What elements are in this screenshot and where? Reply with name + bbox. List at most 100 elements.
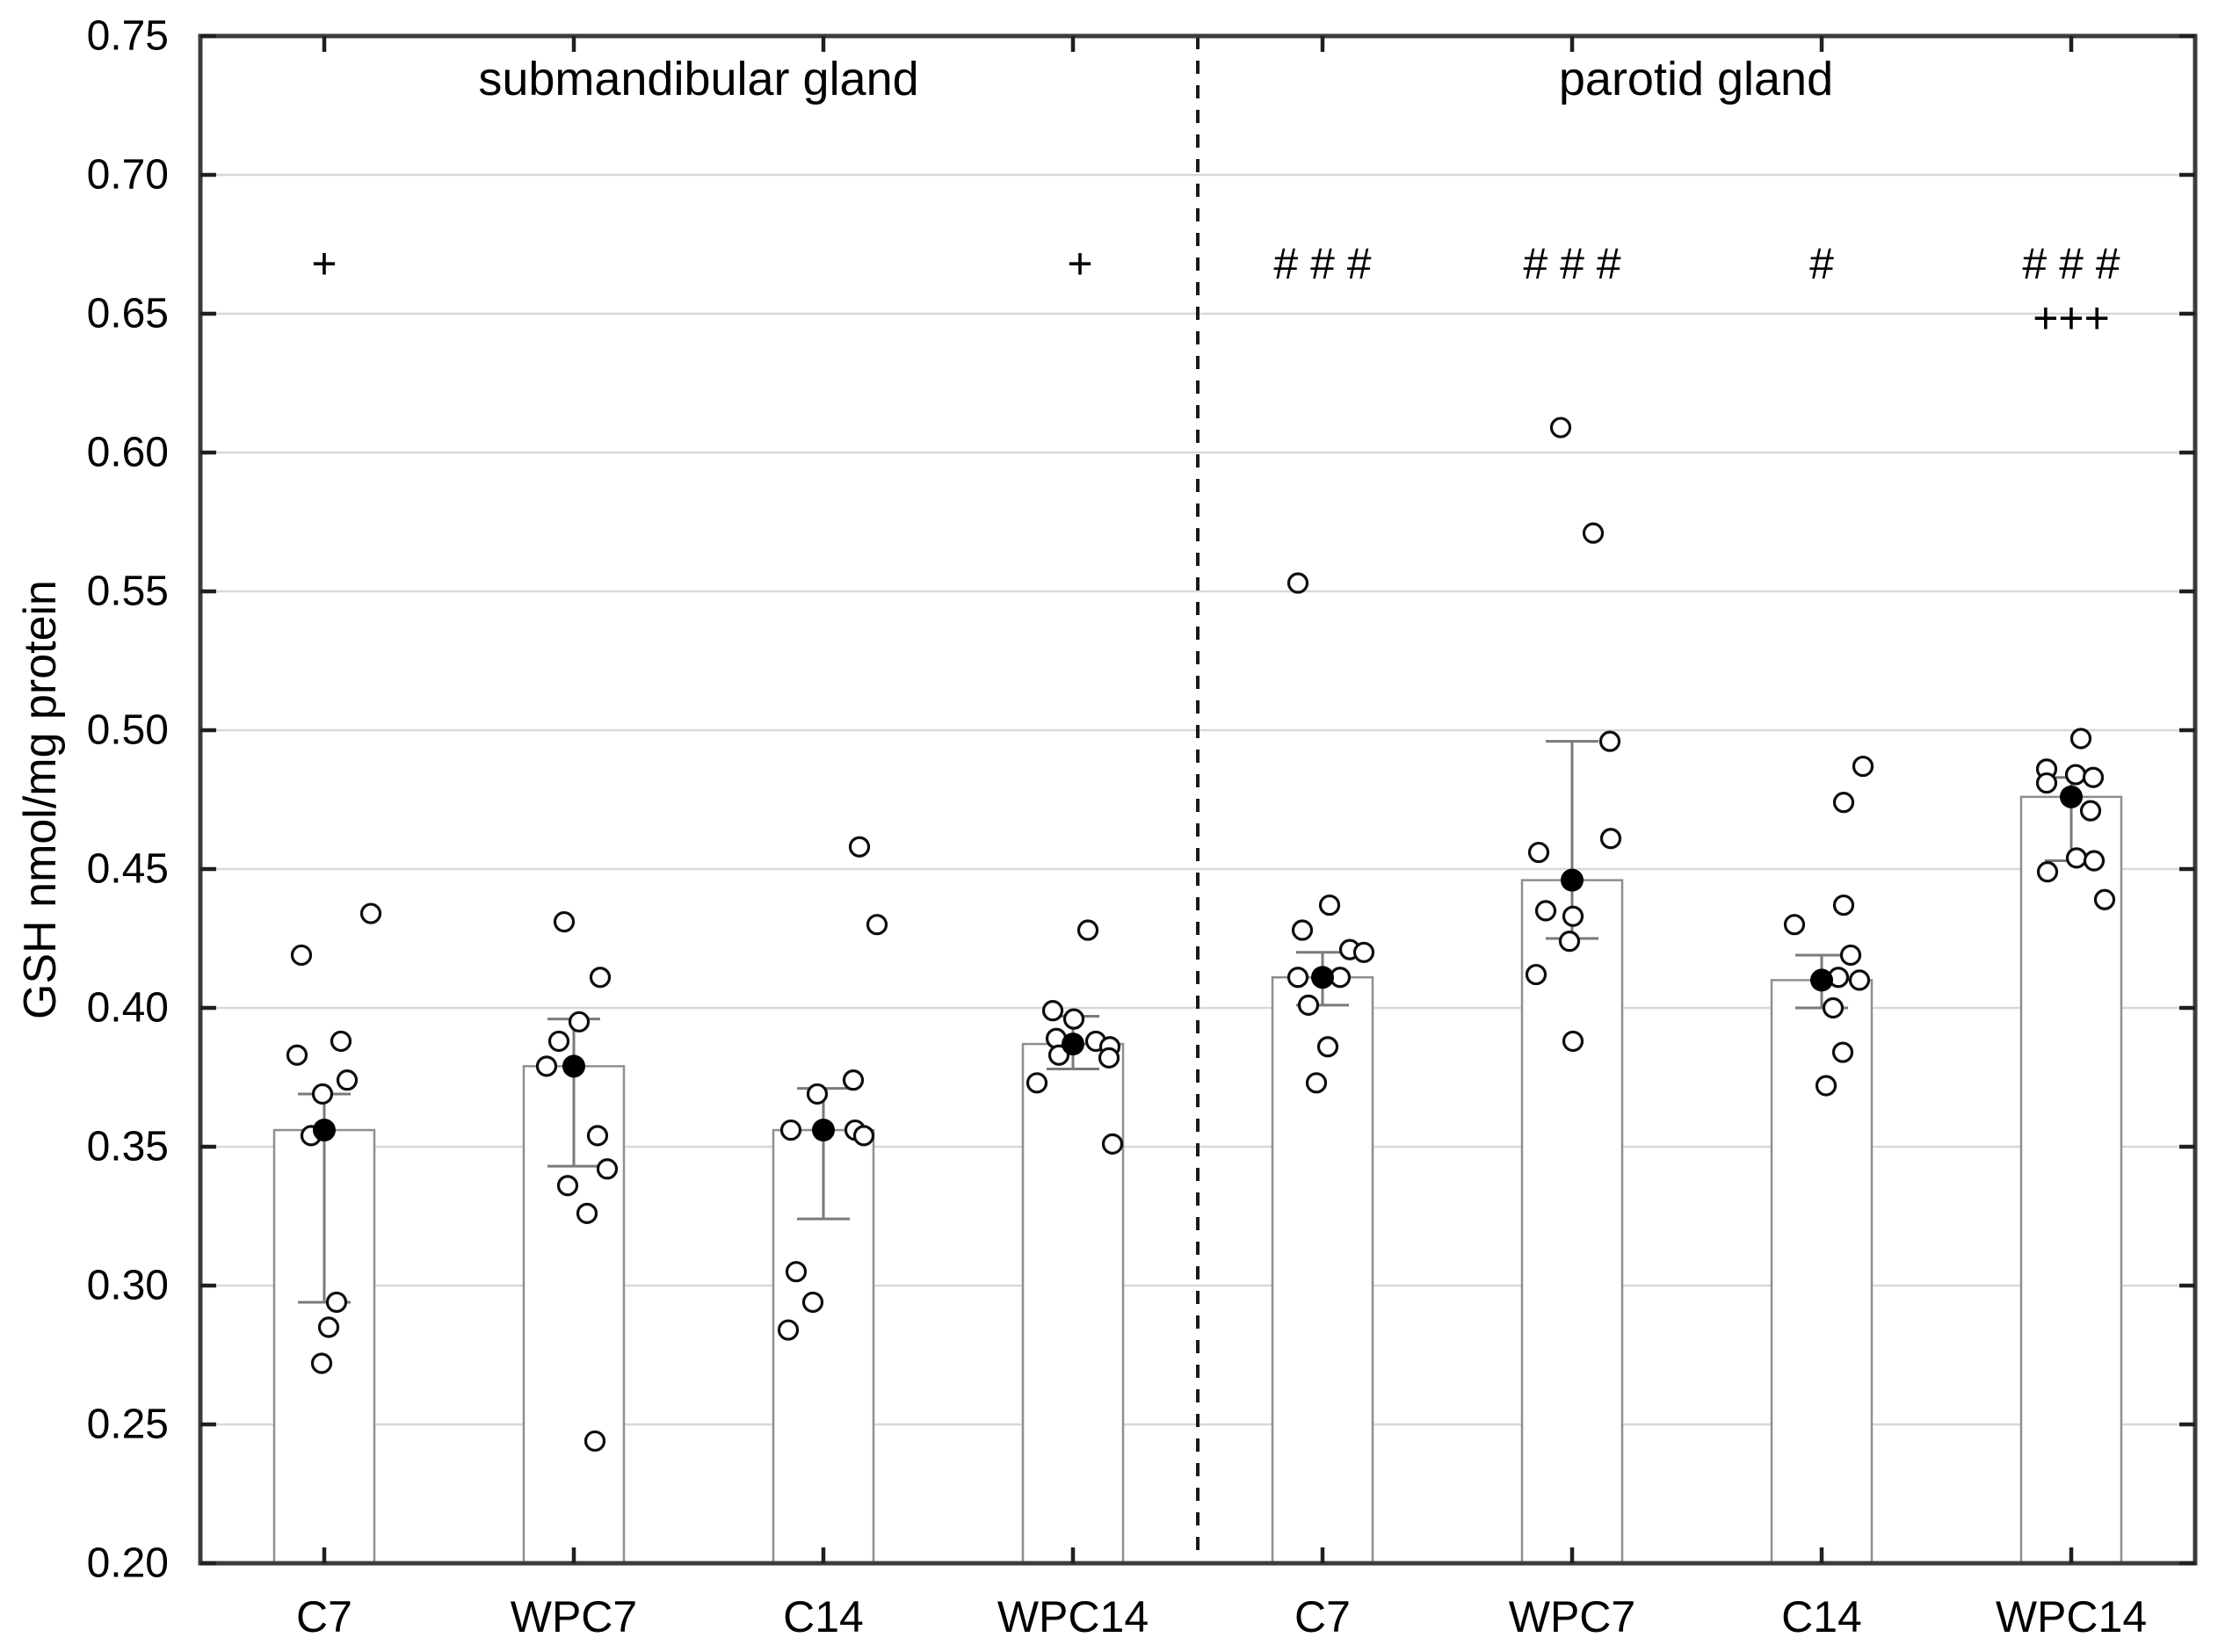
data-point: [1291, 919, 1314, 941]
y-tick-label: 0.20: [87, 1540, 169, 1587]
group-bar-wpc14-sub: [1021, 1042, 1125, 1565]
data-point: [311, 1083, 334, 1105]
y-tick-label: 0.50: [87, 707, 169, 754]
data-point: [1287, 967, 1309, 989]
y-axis-title: GSH nmol/mg protein: [15, 580, 66, 1019]
data-point: [1527, 841, 1550, 864]
annotation-plus: +: [1067, 239, 1092, 288]
data-point: [801, 1291, 824, 1314]
data-point: [1822, 996, 1845, 1019]
annotation-plus: +++: [2033, 293, 2110, 343]
data-point: [1558, 931, 1581, 953]
data-point: [2093, 888, 2116, 910]
x-axis-label-wpc14-sub: WPC14: [997, 1592, 1149, 1641]
y-tick-label: 0.65: [87, 291, 169, 337]
data-point: [1562, 1030, 1584, 1053]
data-point: [547, 1030, 570, 1053]
data-point: [553, 910, 576, 933]
group-bar-wpc14-par: [2019, 795, 2123, 1565]
data-point: [325, 1291, 348, 1314]
y-tick-label: 0.25: [87, 1402, 169, 1448]
data-point: [1831, 1041, 1854, 1063]
group-bar-c7-par: [1271, 975, 1374, 1565]
data-point: [1549, 417, 1572, 438]
data-point: [1062, 1008, 1085, 1030]
data-point: [1783, 914, 1806, 936]
mean-point: [1311, 966, 1334, 989]
data-point: [583, 1430, 606, 1453]
data-point: [2069, 728, 2092, 750]
data-point: [1098, 1047, 1120, 1069]
annotation-plus: +: [311, 239, 337, 288]
mean-point: [562, 1054, 585, 1078]
data-point: [1305, 1072, 1328, 1094]
section-title: parotid gland: [1559, 53, 1833, 105]
data-point: [1562, 905, 1584, 927]
data-point: [310, 1352, 333, 1374]
data-point: [2064, 764, 2087, 786]
data-point: [1599, 828, 1622, 850]
data-point: [1832, 894, 1855, 917]
data-point: [589, 967, 612, 989]
annotation-hash: # # #: [2022, 239, 2120, 288]
data-point: [1839, 944, 1862, 967]
data-point: [2083, 850, 2106, 872]
data-point: [586, 1125, 609, 1147]
data-point: [290, 944, 313, 967]
mean-point: [812, 1119, 835, 1142]
annotation-hash: # # #: [1523, 239, 1620, 288]
data-point: [1041, 1000, 1064, 1022]
x-axis-label-c7-sub: C7: [296, 1592, 352, 1641]
x-axis-label-wpc7-par: WPC7: [1509, 1592, 1635, 1641]
annotation-hash: #: [1809, 239, 1834, 288]
x-axis-label-c14-sub: C14: [783, 1592, 864, 1641]
data-point: [535, 1055, 558, 1077]
y-tick-label: 0.55: [87, 569, 169, 615]
x-axis-label-c7-par: C7: [1294, 1592, 1351, 1641]
data-point: [1101, 1133, 1124, 1155]
data-point: [779, 1119, 802, 1141]
data-point: [1582, 522, 1605, 544]
data-point: [1534, 900, 1557, 922]
annotation-hash: # # #: [1273, 239, 1371, 288]
data-point: [596, 1158, 619, 1180]
mean-point: [2060, 785, 2083, 808]
y-tick-label: 0.45: [87, 846, 169, 893]
data-point: [1287, 572, 1309, 594]
data-point: [1297, 994, 1320, 1016]
group-bar-wpc7-par: [1520, 879, 1624, 1565]
data-point: [2036, 861, 2059, 883]
group-bar-c14-par: [1770, 979, 1874, 1565]
y-tick-label: 0.30: [87, 1263, 169, 1309]
mean-point: [1810, 968, 1833, 992]
data-point: [806, 1083, 829, 1105]
mean-point: [1561, 868, 1584, 892]
x-axis-label-c14-par: C14: [1781, 1592, 1862, 1641]
data-point: [1352, 941, 1375, 963]
data-point: [777, 1319, 800, 1341]
data-point: [1852, 755, 1874, 778]
mean-point: [313, 1119, 336, 1142]
y-tick-label: 0.75: [87, 13, 169, 60]
data-point: [359, 902, 382, 924]
x-axis-label-wpc14-par: WPC14: [1996, 1592, 2147, 1641]
data-point: [1076, 919, 1099, 941]
data-point: [1815, 1075, 1837, 1097]
data-point: [1026, 1072, 1048, 1094]
mean-point: [1062, 1032, 1084, 1056]
data-point: [1525, 963, 1548, 986]
data-point: [2079, 800, 2102, 822]
data-point: [336, 1069, 359, 1091]
y-tick-label: 0.60: [87, 430, 169, 476]
data-point: [866, 914, 888, 936]
data-point: [1848, 969, 1871, 991]
y-tick-label: 0.35: [87, 1124, 169, 1170]
data-point: [1318, 894, 1341, 917]
data-point: [1047, 1044, 1070, 1066]
data-point: [2082, 766, 2105, 788]
data-point: [842, 1069, 865, 1091]
data-point: [330, 1030, 352, 1053]
data-point: [317, 1316, 340, 1338]
